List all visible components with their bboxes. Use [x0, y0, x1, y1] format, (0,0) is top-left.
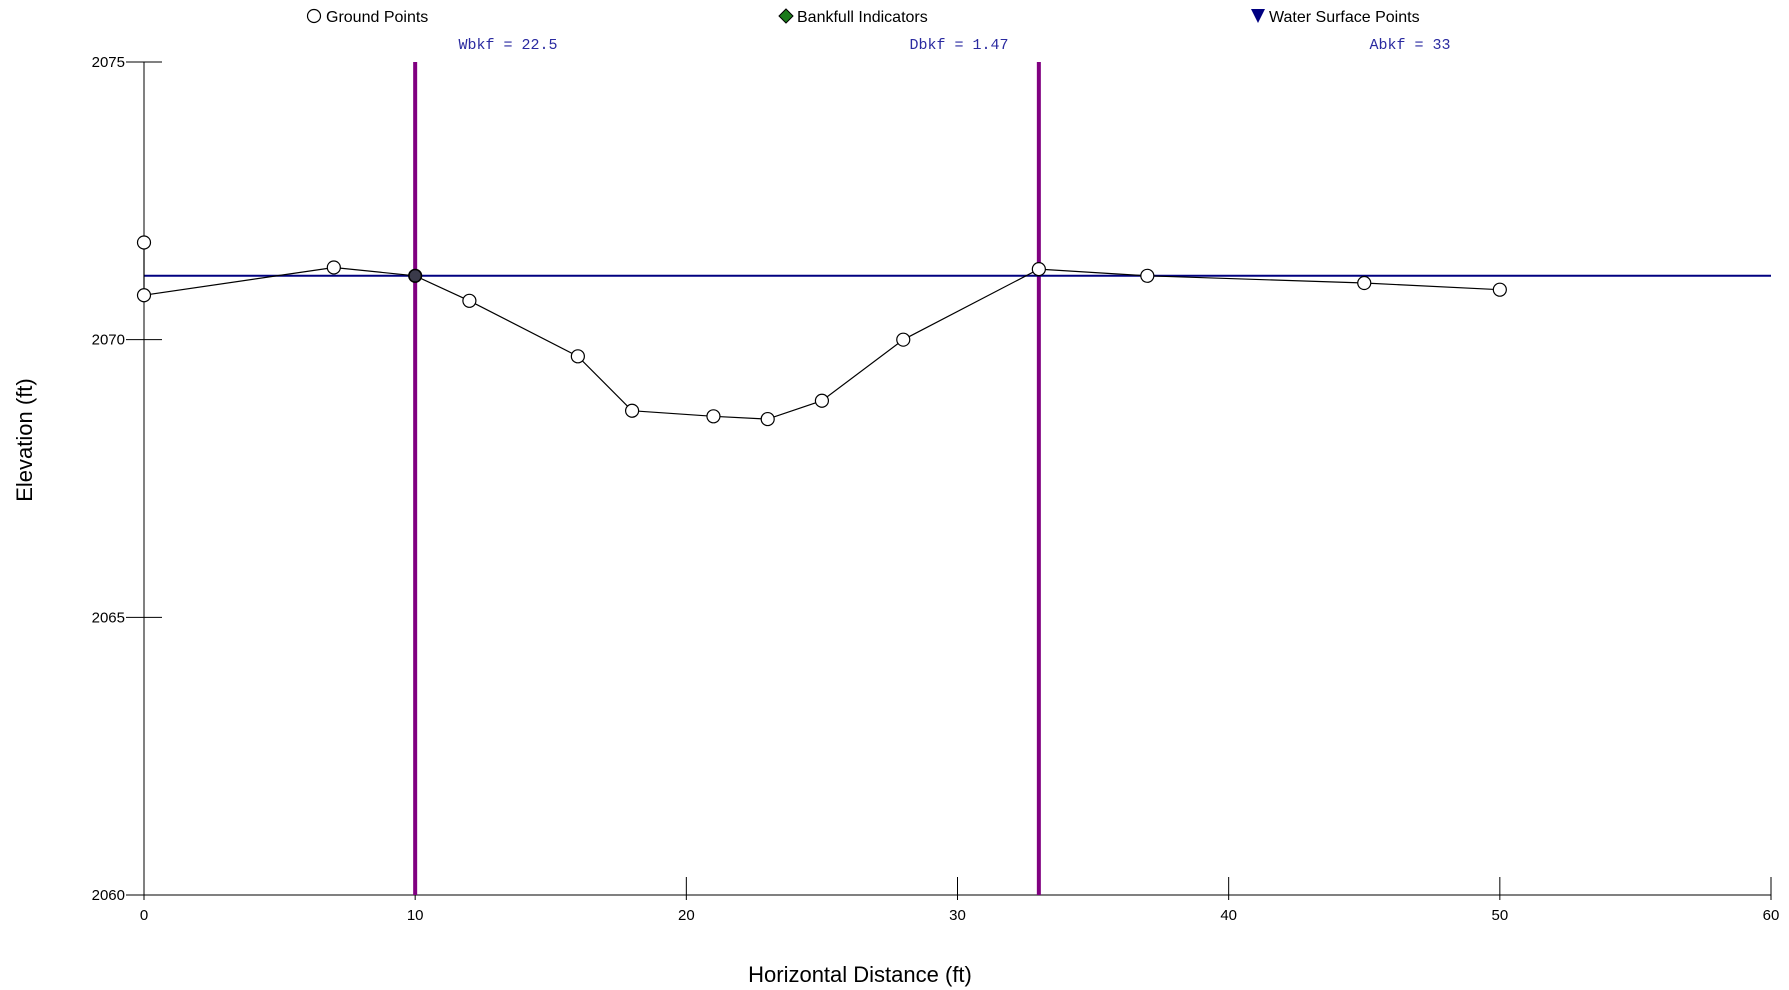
ground-points-legend-marker: [306, 8, 322, 24]
ground-point: [1031, 262, 1046, 277]
axes: 2060 2065 2070 2075 0 10 20 30 40 50 60: [92, 54, 1780, 924]
ground-point: [1492, 282, 1507, 297]
x-tick-label: 20: [678, 907, 695, 924]
ground-point: [814, 393, 830, 408]
ground-point: [1140, 268, 1155, 283]
x-tick-label: 40: [1220, 907, 1237, 924]
x-tick-label: 0: [140, 907, 148, 924]
ground-profile-line: [143, 242, 1500, 420]
plot-area: [136, 62, 1771, 895]
x-tick-label: 60: [1763, 907, 1780, 924]
stat-dbkf: Dbkf = 1.47: [909, 37, 1008, 54]
ground-point: [136, 288, 152, 303]
x-tick-label: 10: [407, 907, 424, 924]
ground-point: [462, 293, 477, 308]
ground-point: [624, 403, 640, 418]
ground-point: [136, 235, 152, 250]
x-axis-title: Horizontal Distance (ft): [748, 962, 972, 987]
water-surface-legend-marker: [1251, 9, 1265, 23]
stat-abkf: Abkf = 33: [1369, 37, 1450, 54]
ground-point: [1357, 275, 1372, 291]
x-tick-label: 30: [949, 907, 966, 924]
legend: Ground Points Bankfull Indicators Water …: [306, 8, 1420, 26]
bankfull-indicators-legend-marker: [778, 8, 794, 24]
stat-wbkf: Wbkf = 22.5: [458, 37, 557, 54]
y-tick-label: 2065: [92, 609, 125, 626]
x-tick-label: 50: [1491, 907, 1508, 924]
legend-bankfull-indicators: Bankfull Indicators: [797, 9, 928, 26]
y-tick-label: 2075: [92, 54, 125, 71]
legend-water-surface-points: Water Surface Points: [1269, 9, 1420, 26]
legend-ground-points: Ground Points: [326, 9, 428, 26]
y-tick-label: 2070: [92, 332, 125, 349]
bankfull-point: [408, 269, 422, 283]
ground-point: [760, 411, 775, 427]
ground-point: [570, 349, 585, 364]
ground-point: [706, 409, 721, 424]
y-tick-label: 2060: [92, 887, 125, 904]
y-axis-title: Elevation (ft): [12, 378, 37, 502]
ground-point: [326, 260, 341, 275]
ground-point: [896, 332, 911, 347]
